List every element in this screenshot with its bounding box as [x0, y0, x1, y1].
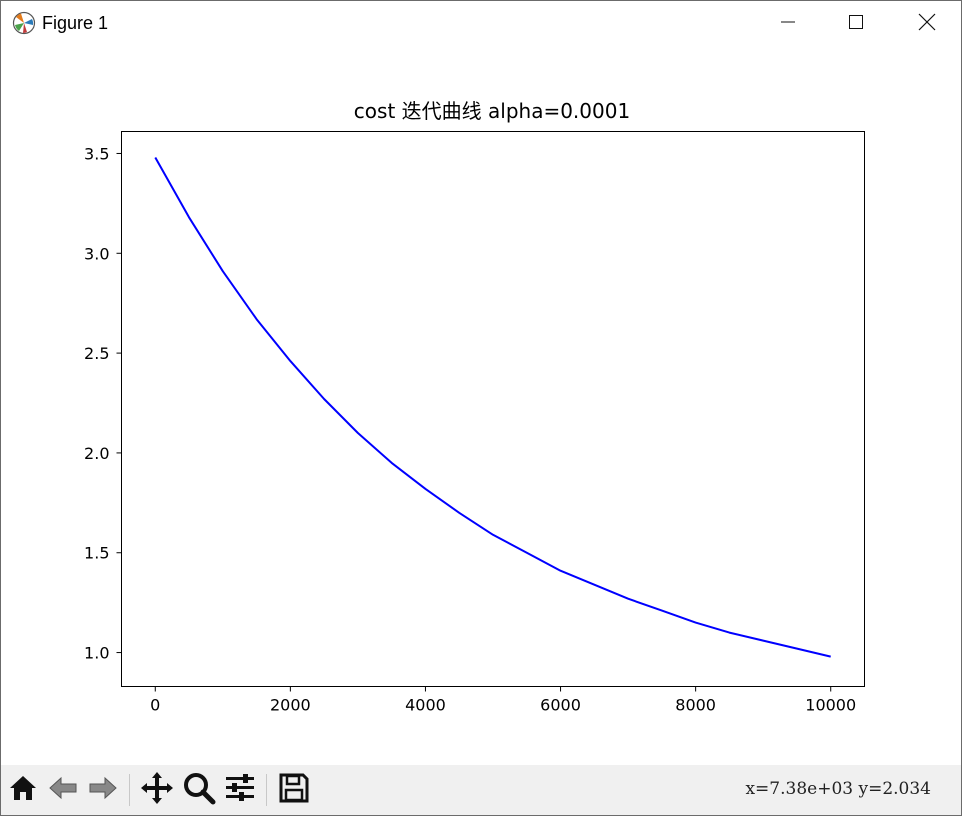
- chart-title: cost 迭代曲线 alpha=0.0001: [354, 99, 630, 123]
- close-button[interactable]: [904, 1, 950, 47]
- toolbar-separator: [266, 774, 267, 806]
- maximize-icon: [848, 14, 864, 34]
- home-button[interactable]: [6, 773, 40, 807]
- pan-button[interactable]: [140, 771, 174, 809]
- floppy-disk-icon: [278, 772, 310, 808]
- plot-area: [154, 157, 831, 658]
- y-tick-label: 2.5: [84, 344, 109, 363]
- line-chart: cost 迭代曲线 alpha=0.0001 0 2000 4000 6000 8000…: [84, 99, 865, 715]
- y-tick-label: 1.0: [84, 644, 109, 663]
- title-bar[interactable]: Figure 1: [1, 1, 961, 47]
- window-title: Figure 1: [42, 13, 109, 33]
- y-tick-label: 1.5: [84, 544, 109, 563]
- minimize-icon: [780, 14, 796, 34]
- x-tick-label: 8000: [675, 696, 716, 715]
- figure-canvas[interactable]: cost 迭代曲线 alpha=0.0001 0 2000 4000 6000 8000…: [1, 47, 961, 765]
- move-icon: [140, 771, 174, 809]
- maximize-button[interactable]: [833, 1, 879, 47]
- x-tick-label: 6000: [540, 696, 581, 715]
- save-button[interactable]: [277, 773, 311, 807]
- y-tick-label: 3.0: [84, 244, 109, 263]
- y-tick-label: 2.0: [84, 444, 109, 463]
- toolbar-separator: [129, 774, 130, 806]
- close-icon: [918, 13, 936, 35]
- cursor-coordinates: x=7.38e+03 y=2.034: [745, 779, 931, 799]
- zoom-button[interactable]: [182, 773, 216, 807]
- x-tick-label: 4000: [405, 696, 446, 715]
- cost-series-line: [154, 157, 831, 658]
- forward-button[interactable]: [86, 773, 120, 807]
- sliders-icon: [223, 771, 257, 809]
- y-tick-label: 3.5: [84, 144, 109, 163]
- forward-arrow-icon: [87, 772, 119, 808]
- x-tick-label: 2000: [270, 696, 311, 715]
- back-button[interactable]: [46, 773, 80, 807]
- matplotlib-icon: [12, 11, 36, 35]
- x-tick-label: 10000: [805, 696, 856, 715]
- x-axis: 0 2000 4000 6000 8000 10000: [150, 686, 856, 715]
- axes-frame: [121, 131, 865, 687]
- navigation-toolbar: x=7.38e+03 y=2.034: [1, 765, 961, 815]
- x-tick-label: 0: [150, 696, 160, 715]
- configure-subplots-button[interactable]: [223, 773, 257, 807]
- magnifier-icon: [182, 771, 216, 809]
- back-arrow-icon: [47, 772, 79, 808]
- home-icon: [7, 772, 39, 808]
- y-axis: 1.0 1.5 2.0 2.5 3.0 3.5: [84, 144, 122, 663]
- minimize-button[interactable]: [765, 1, 811, 47]
